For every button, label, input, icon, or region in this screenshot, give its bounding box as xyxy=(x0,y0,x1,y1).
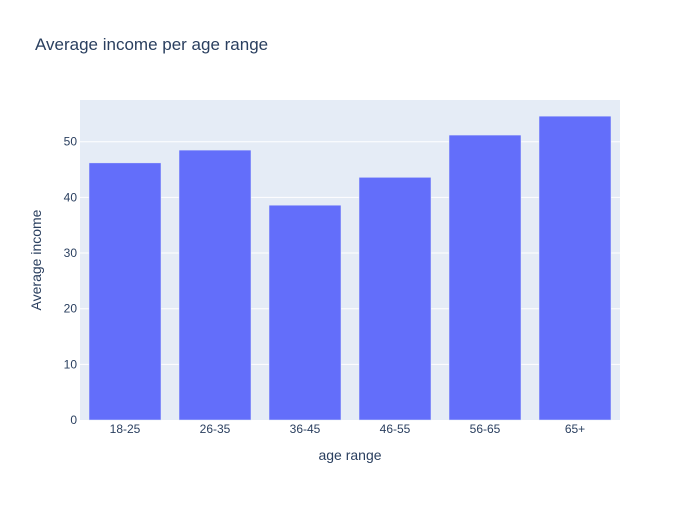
x-tick-label: 46-55 xyxy=(380,422,411,436)
y-tick-label: 30 xyxy=(64,246,78,260)
bar xyxy=(448,134,522,421)
x-tick-label: 18-25 xyxy=(110,422,141,436)
y-tick-label: 40 xyxy=(64,190,78,204)
chart-title: Average income per age range xyxy=(35,35,268,54)
x-tick-label: 65+ xyxy=(565,422,585,436)
bar xyxy=(268,204,342,421)
x-tick-label: 36-45 xyxy=(290,422,321,436)
y-tick-label: 0 xyxy=(70,413,77,427)
y-tick-label: 50 xyxy=(64,135,78,149)
plot-area xyxy=(80,100,620,420)
bar xyxy=(358,177,432,421)
x-tick-label: 56-65 xyxy=(470,422,501,436)
bar xyxy=(88,162,162,421)
grid-lines xyxy=(80,141,620,365)
y-axis-title: Average income xyxy=(28,209,44,310)
bar xyxy=(178,149,252,421)
y-tick-label: 20 xyxy=(64,302,78,316)
x-axis-title: age range xyxy=(318,447,381,463)
y-tick-label: 10 xyxy=(64,357,78,371)
y-axis-ticks: 0 10 20 30 40 50 xyxy=(64,135,78,427)
x-tick-label: 26-35 xyxy=(200,422,231,436)
bars xyxy=(88,115,612,421)
bar xyxy=(538,115,612,421)
x-axis-ticks: 18-25 26-35 36-45 46-55 56-65 65+ xyxy=(110,422,586,436)
